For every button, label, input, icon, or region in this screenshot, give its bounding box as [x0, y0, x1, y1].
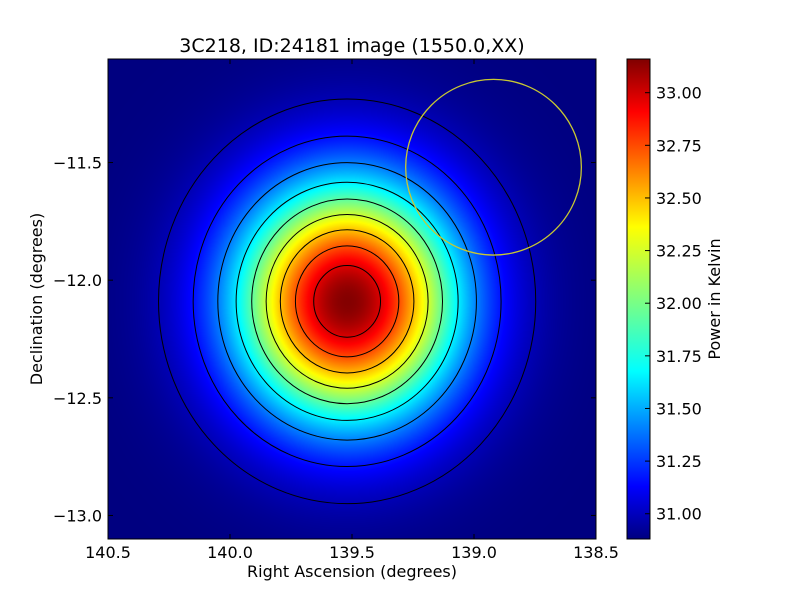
- marker-circle-layer: [405, 78, 583, 256]
- heatmap-raster: [108, 59, 596, 539]
- contour-lines: [158, 98, 537, 505]
- x-tick-label: 140.0: [207, 543, 253, 562]
- x-tick-label: 138.5: [573, 543, 619, 562]
- colorbar-tick-label: 32.25: [656, 242, 702, 261]
- colorbar-tick-label: 31.50: [656, 399, 702, 418]
- contour-line-5: [265, 213, 429, 389]
- marker-circle: [405, 78, 583, 256]
- colorbar-tick-label: 31.75: [656, 347, 702, 366]
- colorbar-label: Power in Kelvin: [705, 238, 724, 359]
- y-axis: −11.5 −12.0 −12.5 −13.0: [53, 154, 596, 525]
- contour-line-6: [279, 229, 415, 374]
- y-tick-label: −12.5: [53, 389, 102, 408]
- x-axis-label: Right Ascension (degrees): [247, 562, 457, 581]
- colorbar-tick-label: 32.50: [656, 189, 702, 208]
- colorbar-tick-label: 31.00: [656, 505, 702, 524]
- contour-line-2: [217, 162, 477, 441]
- colorbar-gradient: [626, 58, 651, 540]
- contour-line-4: [251, 198, 444, 405]
- contour-line-8: [313, 265, 382, 338]
- contour-line-0: [158, 98, 537, 505]
- y-axis-label: Declination (degrees): [27, 213, 46, 385]
- x-tick-label: 139.0: [451, 543, 497, 562]
- colorbar-tick-label: 31.25: [656, 452, 702, 471]
- contour-line-7: [294, 245, 400, 358]
- colorbar: 31.00 31.25 31.50 31.75 32.00 32.25 32.50 32.75…: [626, 58, 724, 540]
- x-tick-label: 140.5: [85, 543, 131, 562]
- colorbar-tick-label: 33.00: [656, 84, 702, 103]
- x-axis: 140.5 140.0 139.5 139.0 138.5: [85, 59, 619, 562]
- x-tick-label: 139.5: [329, 543, 375, 562]
- colorbar-ticks: 31.00 31.25 31.50 31.75 32.00 32.25 32.50 32.75…: [645, 84, 702, 524]
- y-tick-label: −13.0: [53, 506, 102, 525]
- y-tick-label: −11.5: [53, 154, 102, 173]
- contour-line-1: [192, 135, 502, 468]
- chart-title: 3C218, ID:24181 image (1550.0,XX): [179, 35, 524, 57]
- colorbar-tick-label: 32.00: [656, 294, 702, 313]
- y-tick-label: −12.0: [53, 271, 102, 290]
- contour-line-3: [235, 181, 459, 421]
- heatmap-image: [108, 59, 596, 539]
- colorbar-tick-label: 32.75: [656, 136, 702, 155]
